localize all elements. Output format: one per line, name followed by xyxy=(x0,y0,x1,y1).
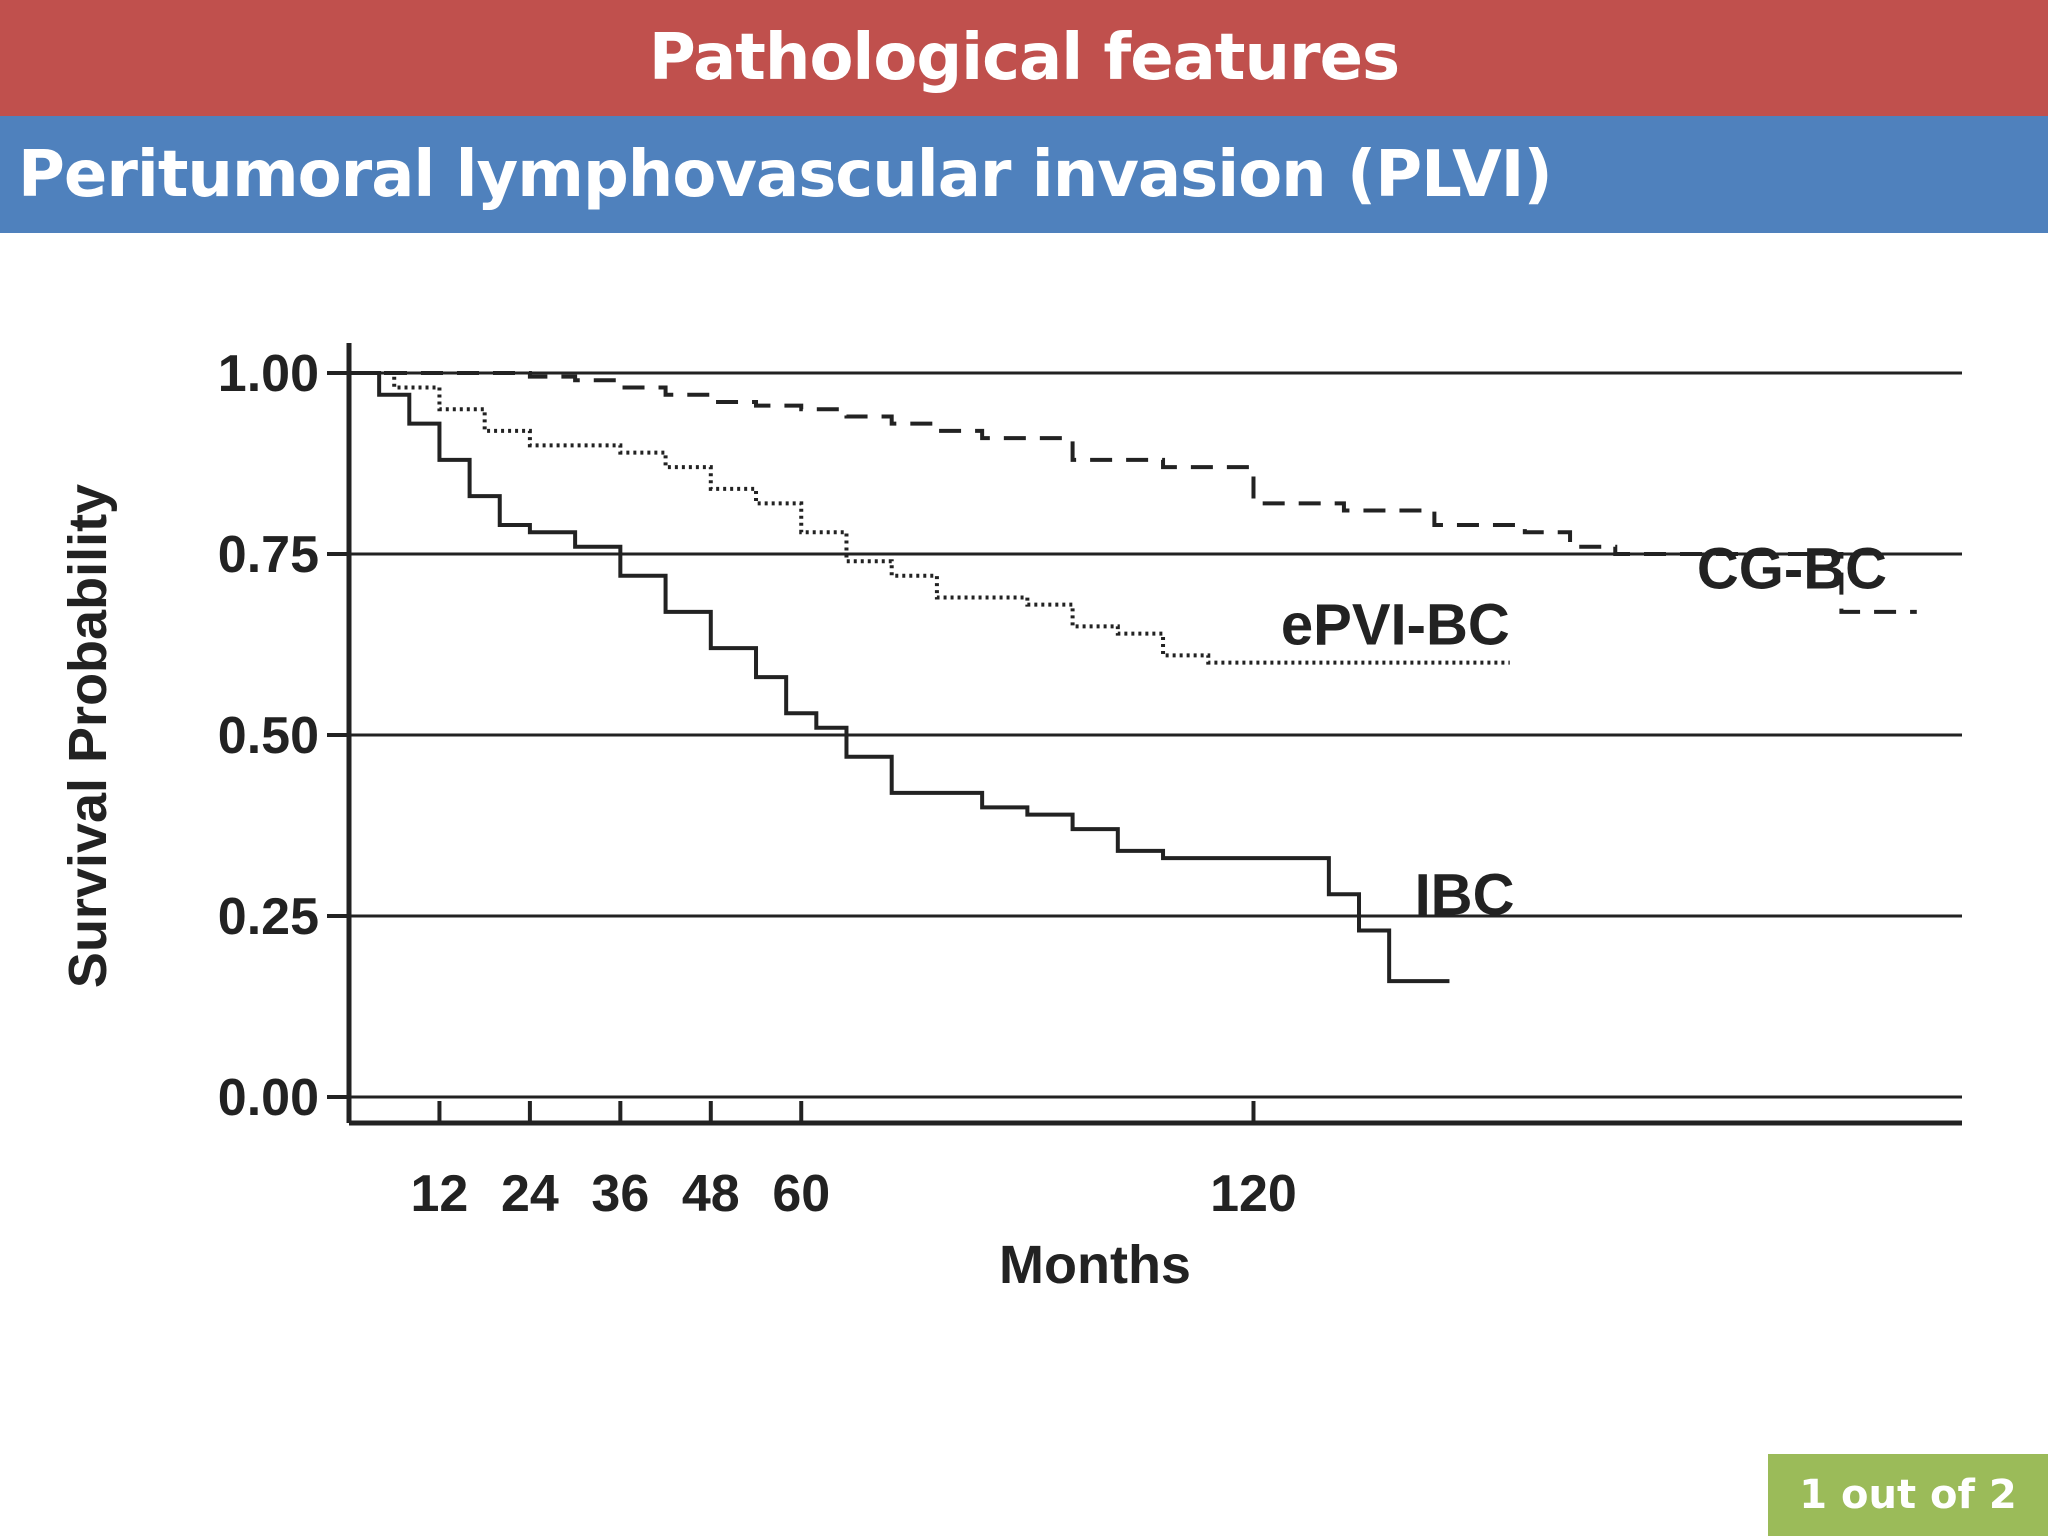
y-axis-label: Survival Probability xyxy=(58,484,118,988)
series-lines xyxy=(349,371,1917,984)
series-label-ibc: IBC xyxy=(1415,862,1515,927)
x-tick-label: 48 xyxy=(682,1165,740,1223)
x-tick-label: 36 xyxy=(591,1165,649,1223)
y-tick-label: 0.25 xyxy=(218,888,319,946)
x-tick-label: 24 xyxy=(501,1165,559,1223)
series-cg-bc-line xyxy=(349,371,1917,614)
survival-chart: 0.00 0.25 0.50 0.75 1.00 12 24 36 48 60 120 CG-BC e… xyxy=(58,343,1962,1295)
x-tick-label: 60 xyxy=(772,1165,830,1223)
series-label-epvi-bc: ePVI-BC xyxy=(1281,593,1510,658)
grid-lines xyxy=(349,371,1962,1099)
y-tick-label: 0.75 xyxy=(218,526,319,584)
x-axis-label: Months xyxy=(999,1235,1191,1295)
y-tick-label: 1.00 xyxy=(218,345,319,403)
axes: 0.00 0.25 0.50 0.75 1.00 12 24 36 48 60 120 xyxy=(218,343,1962,1223)
x-tick-label: 12 xyxy=(411,1165,469,1223)
page-indicator-badge: 1 out of 2 xyxy=(1768,1454,2048,1536)
y-tick-label: 0.50 xyxy=(218,707,319,765)
page-indicator: 1 out of 2 xyxy=(1799,1472,2017,1518)
title-bar: Pathological features xyxy=(0,0,2048,116)
chart-labels: CG-BC ePVI-BC IBC xyxy=(1281,537,1887,928)
x-tick-label: 120 xyxy=(1210,1165,1297,1223)
series-ibc-line xyxy=(349,371,1450,984)
subtitle-bar: Peritumoral lymphovascular invasion (PLV… xyxy=(0,116,2048,233)
series-label-cg-bc: CG-BC xyxy=(1697,537,1887,602)
slide-subtitle: Peritumoral lymphovascular invasion (PLV… xyxy=(18,137,1553,212)
series-epvi-bc-line xyxy=(349,371,1510,665)
y-tick-label: 0.00 xyxy=(218,1069,319,1127)
slide-title: Pathological features xyxy=(648,21,1400,95)
